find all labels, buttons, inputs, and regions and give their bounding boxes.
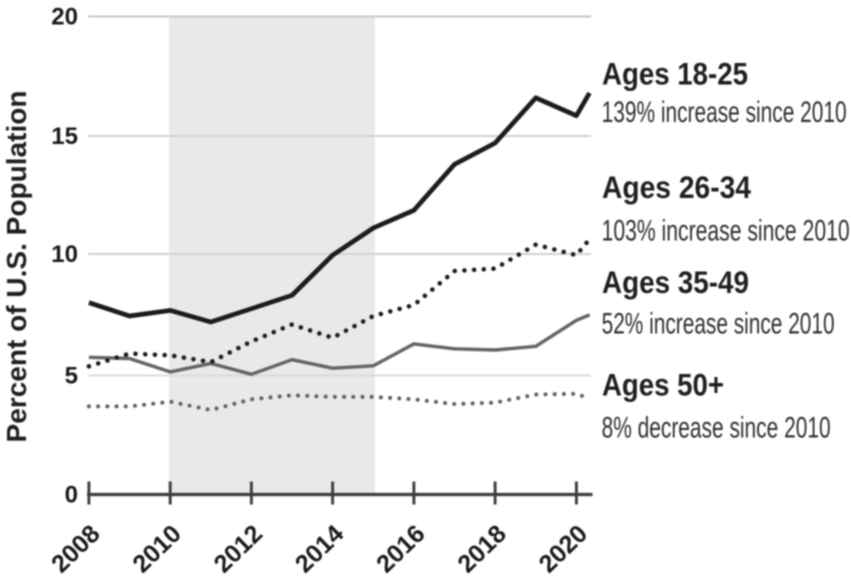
svg-text:Percent of U.S. Population: Percent of U.S. Population xyxy=(1,91,32,443)
svg-text:0: 0 xyxy=(65,482,78,509)
svg-text:10: 10 xyxy=(51,241,78,268)
svg-text:Ages 18-25: Ages 18-25 xyxy=(602,56,748,92)
svg-text:Ages 26-34: Ages 26-34 xyxy=(602,169,751,205)
svg-text:103% increase since 2010: 103% increase since 2010 xyxy=(602,214,850,247)
svg-text:5: 5 xyxy=(65,363,78,390)
svg-text:Ages 35-49: Ages 35-49 xyxy=(602,264,749,300)
svg-text:15: 15 xyxy=(51,123,78,150)
svg-text:139% increase since 2010: 139% increase since 2010 xyxy=(602,96,847,129)
svg-text:Ages 50+: Ages 50+ xyxy=(602,366,724,402)
svg-text:8% decrease since 2010: 8% decrease since 2010 xyxy=(602,412,831,445)
svg-text:52% increase since 2010: 52% increase since 2010 xyxy=(602,308,835,341)
svg-text:20: 20 xyxy=(51,4,78,31)
